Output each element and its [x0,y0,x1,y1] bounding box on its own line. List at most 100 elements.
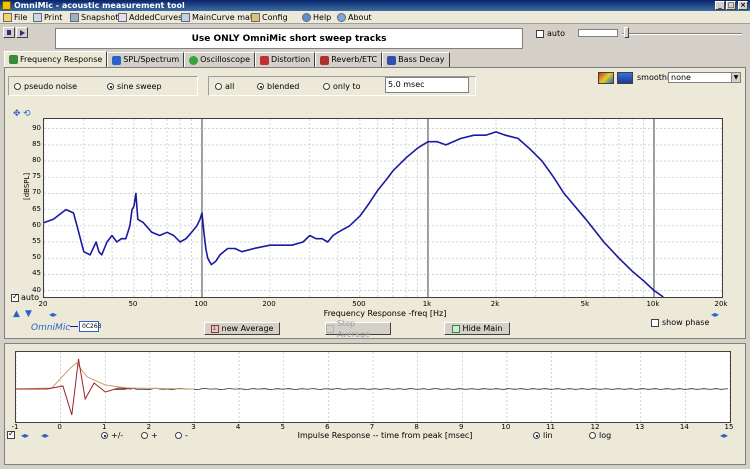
ir-pan-left-icon[interactable]: ◂▸ [21,431,30,440]
scroll-up-icon[interactable]: ▲ [13,309,20,319]
ir-x-tick-label: 13 [635,423,645,431]
bass-decay-icon [387,55,397,65]
overlay-button[interactable] [617,72,633,84]
gating-only-to-option[interactable]: only to [323,82,361,91]
level-slider-track[interactable] [622,33,742,35]
top-auto-toggle[interactable]: auto [536,29,565,38]
gating-blended-radio[interactable] [257,83,264,90]
polarity-positive-option[interactable]: + [141,431,158,440]
app-icon [2,1,11,10]
menu-label: About [348,13,372,22]
show-phase-toggle[interactable]: show phase [651,318,709,327]
x-pan-right-icon[interactable]: ◂▸ [711,310,720,319]
x-tick-label: 20 [38,300,48,308]
polarity-negative-radio[interactable] [175,432,182,439]
zoom-in-icon[interactable]: ✥ [13,109,21,119]
scale-log-radio[interactable] [589,432,596,439]
smoothing-select[interactable]: none ▼ [668,72,741,83]
fr-auto-checkbox[interactable] [11,292,19,302]
polarity-negative-option[interactable]: - [175,431,188,440]
tab-bass-decay[interactable]: Bass Decay [382,52,450,67]
window-title: OmniMic - acoustic measurement tool [14,1,185,10]
x-tick-label: 2k [490,300,500,308]
menu-bar: File Print Snapshot AddedCurves MainCurv… [0,11,750,24]
dropdown-arrow-icon[interactable]: ▼ [731,73,740,82]
tab-reverb-etc[interactable]: Reverb/ETC [315,52,383,67]
impulse-response-plot[interactable] [15,351,731,423]
ir-x-tick-label: 15 [724,423,734,431]
frequency-response-panel: pseudo noise sine sweep all blended only… [4,67,746,339]
y-tick-label: 70 [32,188,41,197]
gating-all-option[interactable]: all [215,82,234,91]
curve-legend-swatch [70,326,78,327]
sine-sweep-radio[interactable] [107,83,114,90]
tab-distortion[interactable]: Distortion [255,52,316,67]
polarity-positive-radio[interactable] [141,432,148,439]
close-button[interactable]: × [738,1,748,10]
option-label: blended [267,82,300,91]
fr-x-axis-label: Frequency Response -freq [Hz] [323,309,447,318]
menu-file[interactable]: File [3,11,27,24]
pseudo-noise-radio[interactable] [14,83,21,90]
auto-checkbox[interactable] [536,29,544,38]
y-tick-label: 90 [32,123,41,132]
scale-lin-option[interactable]: lin [533,431,553,440]
frequency-response-plot[interactable] [43,118,723,298]
menu-print[interactable]: Print [33,11,62,24]
menu-help[interactable]: Help [302,11,331,24]
show-phase-checkbox[interactable] [651,318,659,327]
tab-label: Frequency Response [20,54,103,64]
gate-time-input[interactable]: 5.0 msec [385,77,469,93]
menu-about[interactable]: About [337,11,372,24]
gating-all-radio[interactable] [215,83,222,90]
ir-x-tick-label: 2 [146,423,152,431]
menu-maincurve-math[interactable]: MainCurve math [181,11,258,24]
zoom-fit-icon[interactable]: ⟲ [23,109,31,119]
minimize-button[interactable]: _ [715,1,725,10]
sine-sweep-option[interactable]: sine sweep [107,82,162,91]
ir-pan-right-icon[interactable]: ◂▸ [41,431,50,440]
scale-lin-radio[interactable] [533,432,540,439]
ir-x-tick-label: 4 [235,423,241,431]
level-slider-thumb[interactable] [624,27,629,38]
new-average-label: new Average [221,324,274,333]
run-button[interactable] [3,27,15,38]
y-tick-label: 65 [32,204,41,213]
x-tick-label: 1k [422,300,432,308]
scale-log-option[interactable]: log [589,431,611,440]
maximize-button[interactable]: □ [726,1,736,10]
gating-blended-option[interactable]: blended [257,82,299,91]
menu-snapshot[interactable]: Snapshot [70,11,118,24]
x-pan-left-icon[interactable]: ◂▸ [49,310,58,319]
menu-addedcurves[interactable]: AddedCurves [118,11,182,24]
hide-main-button[interactable]: Hide Main [444,322,510,335]
fr-auto-toggle[interactable]: auto [11,292,39,302]
banner-message: Use ONLY OmniMic short sweep tracks [55,28,523,49]
scroll-down-icon[interactable]: ▼ [25,309,32,319]
tab-oscilloscope[interactable]: Oscilloscope [184,52,256,67]
device-id: 0C263 [79,321,101,332]
new-average-button[interactable]: Σ new Average [204,322,280,335]
option-label: lin [543,431,553,440]
ir-toggle[interactable] [7,429,15,439]
frequency-response-curve [44,131,664,297]
ir-end-pan-icon[interactable]: ◂▸ [720,431,729,440]
tab-label: Oscilloscope [200,55,251,64]
polarity-both-option[interactable]: +/- [101,431,123,440]
tab-frequency-response[interactable]: Frequency Response [4,51,108,67]
ir-x-tick-label: 14 [679,423,689,431]
tab-spl-spectrum[interactable]: SPL/Spectrum [107,52,185,67]
curve-color-button[interactable] [598,72,614,84]
polarity-both-radio[interactable] [101,432,108,439]
gating-only-to-radio[interactable] [323,83,330,90]
x-tick-label: 10k [646,300,660,308]
x-tick-label: 50 [128,300,138,308]
y-tick-label: 55 [32,236,41,245]
stop-average-button[interactable]: Stop Average [325,319,391,339]
menu-config[interactable]: Config [251,11,288,24]
play-button[interactable] [16,27,28,38]
ir-checkbox[interactable] [7,429,15,439]
ir-x-tick-label: 12 [590,423,600,431]
signal-type-group: pseudo noise sine sweep [8,76,198,96]
pseudo-noise-option[interactable]: pseudo noise [14,82,77,91]
